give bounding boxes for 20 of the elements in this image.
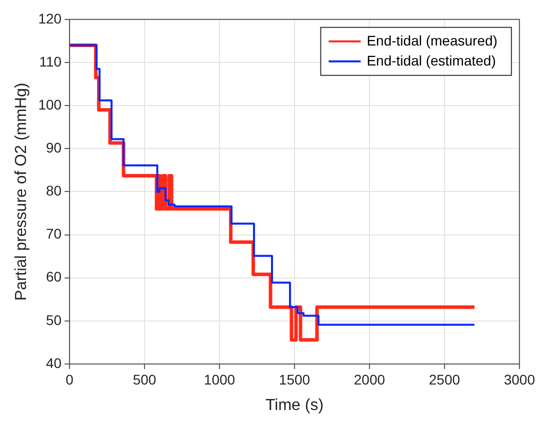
- x-tick-label: 2000: [354, 371, 386, 388]
- y-tick-label: 110: [39, 53, 62, 70]
- y-tick-label: 80: [46, 182, 62, 199]
- x-tick-label: 2500: [428, 371, 460, 388]
- x-tick-label: 3000: [504, 371, 536, 388]
- x-tick-label: 0: [66, 371, 74, 388]
- y-tick-label: 60: [46, 268, 62, 285]
- x-tick-label: 1500: [278, 371, 310, 388]
- y-tick-label: 70: [46, 226, 62, 242]
- y-tick-label: 40: [46, 354, 62, 371]
- y-tick-label: 90: [46, 139, 62, 156]
- y-tick-label: 50: [46, 312, 62, 328]
- y-tick-label: 100: [38, 96, 62, 112]
- y-axis-title: Partial pressure of O2 (mmHg): [13, 82, 30, 301]
- y-tick-label: 120: [38, 10, 62, 26]
- legend-label: End-tidal (measured): [366, 32, 498, 48]
- x-tick-label: 1000: [204, 371, 236, 388]
- legend-label: End-tidal (estimated): [366, 52, 496, 68]
- x-axis-title: Time (s): [265, 396, 324, 414]
- x-tick-label: 500: [132, 371, 156, 388]
